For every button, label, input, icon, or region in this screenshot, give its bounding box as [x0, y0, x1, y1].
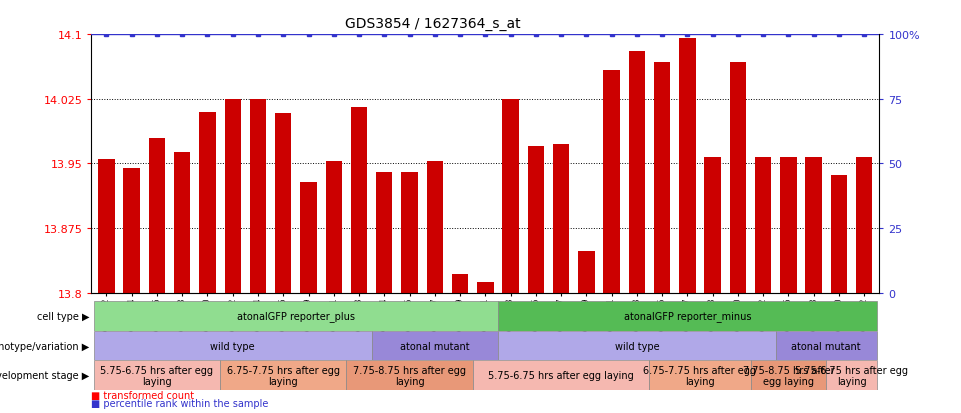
Text: ■ transformed count: ■ transformed count	[91, 390, 194, 400]
Bar	[372, 331, 498, 361]
Bar	[94, 331, 372, 361]
Bar	[220, 361, 346, 390]
Bar	[94, 301, 498, 331]
Bar	[704, 158, 721, 293]
Text: 5.75-6.75 hrs after egg
laying: 5.75-6.75 hrs after egg laying	[101, 365, 213, 386]
Bar	[503, 100, 519, 293]
Text: 7.75-8.75 hrs after egg
laying: 7.75-8.75 hrs after egg laying	[353, 365, 466, 386]
Bar	[805, 158, 822, 293]
Bar	[528, 147, 544, 293]
Bar	[346, 361, 473, 390]
Bar	[628, 52, 645, 293]
Bar	[776, 331, 876, 361]
Bar	[553, 145, 569, 293]
Text: development stage ▶: development stage ▶	[0, 370, 89, 380]
Bar	[473, 361, 650, 390]
Text: 6.75-7.75 hrs after egg
laying: 6.75-7.75 hrs after egg laying	[227, 365, 340, 386]
Bar	[780, 158, 797, 293]
Bar	[376, 173, 392, 293]
Bar	[498, 301, 876, 331]
Bar	[351, 107, 367, 293]
Text: wild type: wild type	[210, 341, 255, 351]
Bar	[98, 160, 114, 293]
Text: 7.75-8.75 hrs after
egg laying: 7.75-8.75 hrs after egg laying	[743, 365, 834, 386]
Bar	[856, 158, 873, 293]
Bar	[604, 71, 620, 293]
Bar	[174, 153, 190, 293]
Text: atonalGFP reporter_plus: atonalGFP reporter_plus	[236, 311, 355, 321]
Bar	[452, 274, 468, 293]
Bar	[650, 361, 751, 390]
Bar	[729, 63, 746, 293]
Bar	[498, 331, 776, 361]
Bar	[427, 161, 443, 293]
Text: wild type: wild type	[614, 341, 659, 351]
Bar	[326, 161, 342, 293]
Bar	[755, 158, 772, 293]
Bar	[402, 173, 418, 293]
Bar	[225, 100, 241, 293]
Bar	[94, 361, 220, 390]
Bar	[300, 183, 317, 293]
Bar	[149, 138, 165, 293]
Bar	[830, 175, 847, 293]
Text: atonal mutant: atonal mutant	[792, 341, 861, 351]
Bar	[124, 168, 140, 293]
Bar	[826, 361, 876, 390]
Text: 6.75-7.75 hrs after egg
laying: 6.75-7.75 hrs after egg laying	[644, 365, 756, 386]
Text: GDS3854 / 1627364_s_at: GDS3854 / 1627364_s_at	[345, 17, 520, 31]
Text: ■ percentile rank within the sample: ■ percentile rank within the sample	[91, 398, 269, 408]
Text: genotype/variation ▶: genotype/variation ▶	[0, 341, 89, 351]
Bar	[477, 282, 494, 293]
Text: atonalGFP reporter_minus: atonalGFP reporter_minus	[624, 311, 752, 321]
Text: 5.75-6.75 hrs after egg
laying: 5.75-6.75 hrs after egg laying	[795, 365, 908, 386]
Bar	[679, 39, 696, 293]
Bar	[751, 361, 826, 390]
Bar	[579, 252, 595, 293]
Bar	[275, 114, 291, 293]
Text: cell type ▶: cell type ▶	[37, 311, 89, 321]
Bar	[653, 63, 671, 293]
Bar	[199, 112, 215, 293]
Bar	[250, 100, 266, 293]
Text: atonal mutant: atonal mutant	[400, 341, 470, 351]
Text: 5.75-6.75 hrs after egg laying: 5.75-6.75 hrs after egg laying	[488, 370, 634, 380]
